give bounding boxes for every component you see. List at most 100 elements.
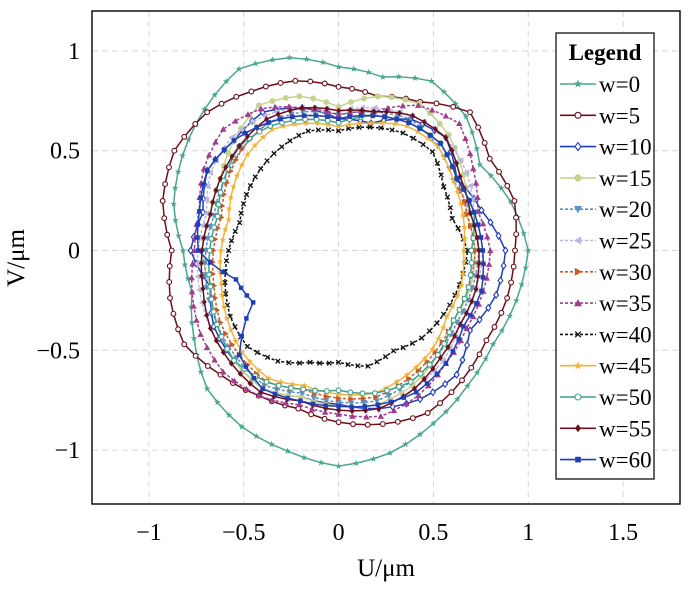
data-point (508, 279, 515, 286)
data-point (461, 235, 468, 242)
data-point (443, 312, 451, 320)
data-point (463, 382, 471, 389)
data-point (491, 324, 498, 330)
data-point (249, 118, 256, 126)
data-point (181, 261, 189, 268)
data-point (349, 413, 356, 419)
data-point (315, 127, 322, 133)
data-point (370, 455, 377, 462)
data-point (349, 85, 355, 92)
legend-item: w=15 (560, 166, 652, 191)
data-point (472, 179, 480, 186)
data-point (197, 331, 204, 337)
data-point (312, 387, 319, 394)
data-point (362, 89, 369, 95)
data-point (218, 333, 225, 340)
data-point (358, 113, 364, 118)
data-point (296, 360, 303, 366)
data-point (247, 182, 254, 189)
data-point (507, 198, 515, 205)
data-point (264, 158, 270, 164)
data-point (238, 285, 244, 291)
data-point (216, 268, 224, 276)
data-point (449, 215, 455, 222)
data-point (313, 116, 320, 123)
data-point (485, 261, 493, 267)
data-point (429, 149, 436, 155)
data-point (453, 370, 460, 379)
data-point (207, 283, 214, 290)
data-point (457, 157, 464, 164)
data-point (468, 259, 475, 266)
data-point (362, 407, 368, 414)
data-point (207, 169, 214, 176)
data-point (269, 396, 276, 403)
data-point (275, 111, 281, 118)
data-point (574, 331, 582, 338)
data-point (181, 133, 188, 140)
data-point (200, 285, 206, 292)
data-point (199, 247, 205, 254)
data-point (290, 114, 295, 119)
data-point (269, 56, 276, 63)
legend-item: w=35 (560, 291, 652, 316)
data-point (450, 349, 456, 354)
data-point (300, 109, 307, 115)
data-point (518, 280, 525, 288)
x-tick-label: 1.5 (608, 520, 638, 546)
data-point (215, 201, 222, 208)
data-point (506, 312, 514, 319)
legend-label: w=55 (599, 416, 652, 441)
data-point (360, 399, 368, 406)
y-tick-label: 0.5 (50, 139, 80, 165)
data-point (199, 222, 206, 229)
data-point (197, 209, 202, 214)
legend: Legend w=0 w=5 w=10 w=15 w=20 w=25 w=30 w=35 w=4… (555, 32, 655, 480)
data-point (484, 233, 491, 240)
data-point (167, 295, 173, 301)
data-point (225, 247, 232, 254)
data-point (310, 95, 317, 102)
data-point (430, 419, 437, 427)
data-point (168, 247, 175, 254)
data-point (204, 363, 211, 369)
data-point (229, 153, 235, 160)
data-point (336, 116, 341, 122)
data-point (498, 327, 506, 334)
data-point (217, 280, 225, 287)
data-point (391, 120, 399, 127)
data-point (203, 385, 211, 392)
data-point (207, 260, 213, 265)
data-point (407, 378, 414, 385)
data-point (376, 405, 382, 412)
data-point (441, 183, 447, 190)
data-point (204, 183, 211, 190)
data-point (256, 128, 263, 135)
data-point (401, 395, 407, 400)
data-point (449, 302, 456, 310)
data-point (442, 112, 450, 119)
data-point (240, 201, 247, 207)
data-point (476, 247, 482, 254)
data-point (574, 111, 582, 119)
data-point (278, 144, 285, 150)
data-point (468, 128, 476, 136)
data-point (266, 120, 271, 125)
data-point (335, 462, 342, 469)
data-point (455, 225, 461, 232)
data-point (254, 125, 259, 130)
data-point (251, 142, 259, 149)
data-point (424, 410, 431, 416)
data-point (230, 183, 237, 190)
data-point (434, 320, 440, 326)
data-point (244, 316, 249, 321)
data-point (335, 359, 342, 365)
data-point (213, 157, 218, 162)
data-point (434, 371, 440, 377)
data-point (409, 415, 416, 422)
data-point (198, 195, 203, 200)
data-point (446, 329, 453, 336)
data-point (208, 235, 215, 242)
data-point (257, 105, 265, 112)
